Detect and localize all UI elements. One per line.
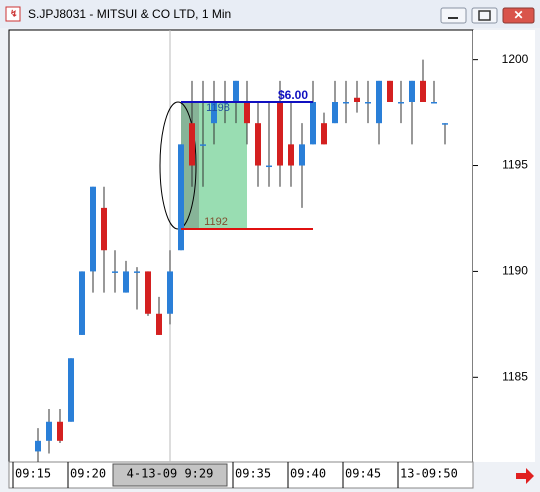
measure-bottom-label: 1192 xyxy=(204,216,228,228)
scroll-arrow[interactable] xyxy=(516,468,534,484)
x-tick-label: 4-13-09 9:29 xyxy=(127,467,214,481)
candle-body xyxy=(420,80,426,102)
candle-body xyxy=(79,271,85,335)
candle-body xyxy=(365,102,371,104)
candle-body xyxy=(46,421,52,441)
candle-body xyxy=(123,271,129,293)
y-axis-area xyxy=(473,30,535,462)
candle-body xyxy=(354,97,360,102)
plot-area xyxy=(8,29,474,463)
candle-body xyxy=(211,102,217,124)
x-tick-label: 13-09:50 xyxy=(400,467,458,481)
candle-body xyxy=(145,271,151,314)
y-tick-label: 1200 xyxy=(502,52,529,66)
x-tick-label: 09:20 xyxy=(70,467,106,481)
candle-body xyxy=(288,144,294,166)
app-icon-glyph: ↯ xyxy=(10,8,18,18)
candle-body xyxy=(101,207,107,251)
candle-body xyxy=(299,144,305,166)
candle-body xyxy=(409,80,415,102)
candle-body xyxy=(178,144,184,251)
x-axis-area xyxy=(8,461,474,489)
close-glyph: ✕ xyxy=(513,8,523,22)
candle-body xyxy=(57,421,63,441)
window-title: S.JPJ8031 - MITSUI & CO LTD, 1 Min xyxy=(28,7,231,21)
candle-body xyxy=(266,165,272,168)
candle-body xyxy=(167,271,173,314)
candle-body xyxy=(332,102,338,124)
candle-body xyxy=(255,123,261,166)
y-tick-label: 1195 xyxy=(502,158,528,172)
candle-body xyxy=(431,102,437,104)
minimize-button[interactable] xyxy=(440,7,467,24)
candle-body xyxy=(90,186,96,272)
candle-body xyxy=(244,102,250,124)
candle-body xyxy=(112,271,118,273)
maximize-glyph xyxy=(478,10,491,21)
x-tick-label: 09:45 xyxy=(345,467,381,481)
candle-body xyxy=(233,80,239,102)
candle-body xyxy=(442,123,448,125)
x-tick-label: 09:15 xyxy=(15,467,51,481)
candle-body xyxy=(277,102,283,166)
candle-body xyxy=(35,440,41,452)
y-tick-label: 1185 xyxy=(502,369,528,383)
x-tick-label: 09:40 xyxy=(290,467,326,481)
y-tick-label: 1190 xyxy=(502,264,528,278)
measure-top-label: 1198 xyxy=(206,102,230,114)
candle-body xyxy=(398,102,404,104)
candle-body xyxy=(321,123,327,145)
candle-body xyxy=(68,358,74,422)
candle-body xyxy=(387,80,393,102)
measure-diff-label: $6.00 xyxy=(278,88,308,102)
candle-body xyxy=(200,144,206,146)
candle-body xyxy=(156,313,162,335)
close-button[interactable] xyxy=(502,7,535,24)
crosshair-label-box xyxy=(112,463,228,487)
candle-body xyxy=(376,80,382,124)
app-icon xyxy=(5,6,21,22)
candle-body xyxy=(134,271,140,273)
candle-body xyxy=(310,102,316,145)
candle-body xyxy=(189,123,195,166)
candle-body xyxy=(343,102,349,104)
x-tick-label: 09:35 xyxy=(235,467,271,481)
